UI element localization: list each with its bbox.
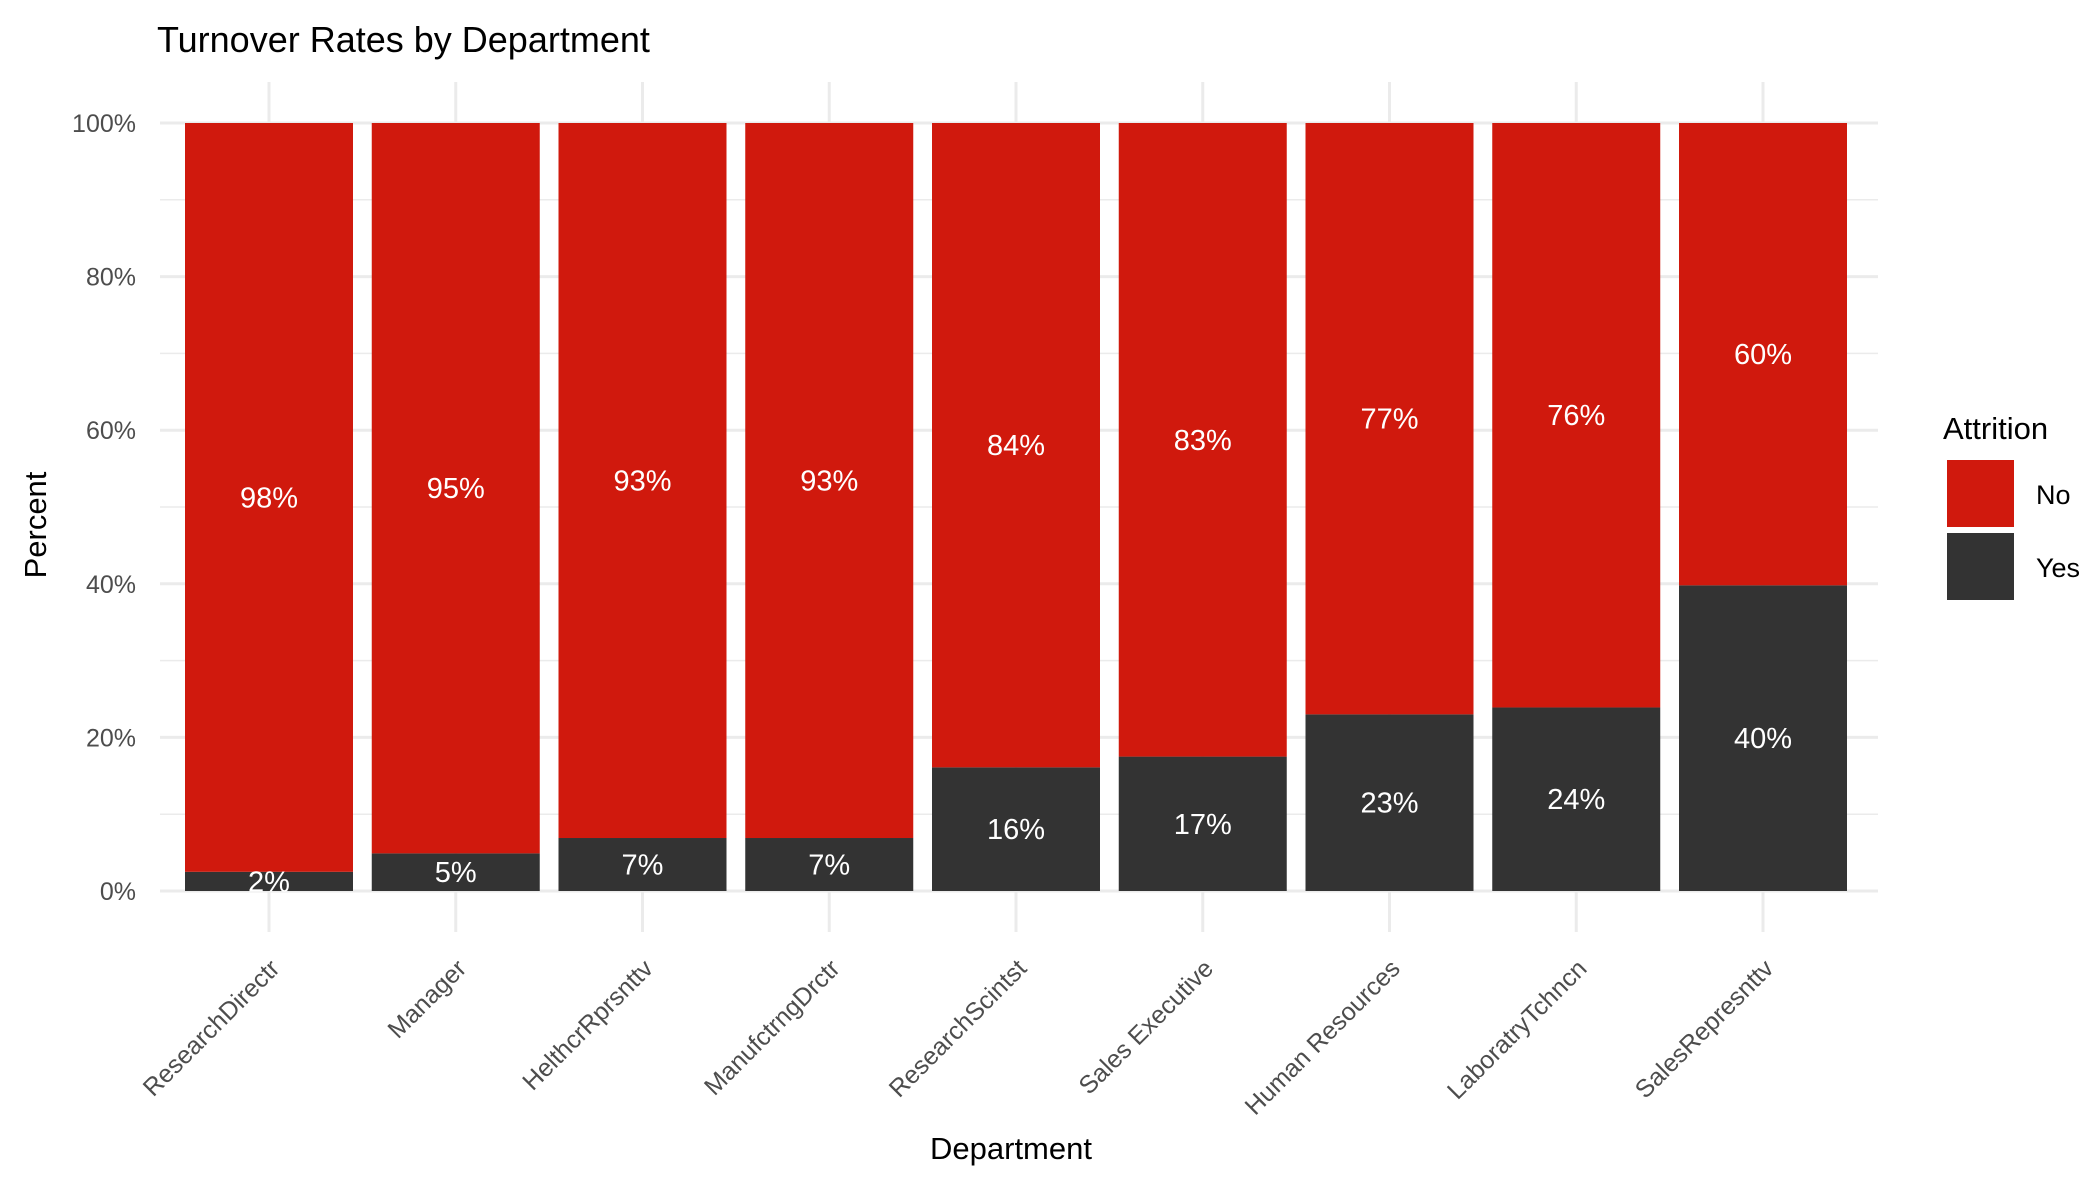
- bar-no-3: [745, 123, 914, 839]
- legend-label-no: No: [2036, 480, 2071, 510]
- x-tick-label: LaboratryTchncn: [1442, 954, 1592, 1104]
- bar-yes-1: [371, 853, 540, 891]
- bar-label-yes-0: 2%: [248, 866, 290, 898]
- bar-yes-6: [1305, 714, 1474, 891]
- bar-label-yes-6: 23%: [1360, 788, 1418, 820]
- bar-label-no-7: 76%: [1547, 400, 1605, 432]
- bar-label-yes-1: 5%: [435, 857, 477, 889]
- bar-label-no-1: 95%: [427, 473, 485, 505]
- x-tick-label: Human Resources: [1240, 954, 1406, 1120]
- bar-label-yes-5: 17%: [1174, 809, 1232, 841]
- y-tick-label: 80%: [86, 264, 136, 292]
- bar-yes-2: [558, 838, 727, 891]
- bar-label-yes-3: 7%: [808, 850, 850, 882]
- y-tick-label: 20%: [86, 724, 136, 752]
- bar-yes-5: [1118, 756, 1287, 891]
- bars: [185, 123, 1847, 891]
- bar-label-no-5: 83%: [1174, 425, 1232, 457]
- legend-key-yes: [1947, 533, 2014, 600]
- x-tick-label: SalesRepresnttv: [1630, 954, 1780, 1104]
- x-axis-title: Department: [930, 1131, 1092, 1166]
- bar-label-no-2: 93%: [613, 466, 671, 498]
- bar-label-no-3: 93%: [800, 466, 858, 498]
- y-tick-label: 40%: [86, 571, 136, 599]
- y-tick-label: 0%: [100, 878, 136, 906]
- bar-no-5: [1118, 123, 1287, 757]
- y-axis-title: Percent: [18, 471, 53, 578]
- bar-label-no-0: 98%: [240, 482, 298, 514]
- legend-title: Attrition: [1943, 411, 2048, 446]
- y-tick-label: 60%: [86, 417, 136, 445]
- y-axis-ticks: 0% 20% 40% 60% 80% 100%: [72, 110, 136, 906]
- bar-no-6: [1305, 123, 1474, 715]
- bar-no-2: [558, 123, 727, 839]
- bar-no-8: [1679, 123, 1847, 586]
- bar-yes-3: [745, 838, 914, 891]
- x-tick-label: ResearchScintst: [884, 954, 1033, 1103]
- bar-label-yes-4: 16%: [987, 814, 1045, 846]
- legend-key-no: [1947, 460, 2014, 527]
- bar-label-no-4: 84%: [987, 430, 1045, 462]
- legend-label-yes: Yes: [2036, 553, 2080, 583]
- bar-no-7: [1492, 123, 1661, 708]
- bar-yes-0: [185, 871, 353, 891]
- bar-yes-4: [932, 767, 1100, 891]
- bar-label-no-6: 77%: [1360, 404, 1418, 436]
- x-tick-label: ManufctrngDrctr: [699, 954, 846, 1101]
- x-axis-ticks: ResearchDirectr Manager HelthcrRprsnttv Man…: [138, 954, 1780, 1121]
- bar-label-yes-2: 7%: [622, 850, 664, 882]
- y-tick-label: 100%: [72, 110, 136, 138]
- x-tick-label: ResearchDirectr: [138, 954, 286, 1102]
- bar-labels: 2% 98% 5% 95% 7% 93% 7% 93% 16% 84% 17% 83% 23% 77% 24…: [240, 339, 1792, 898]
- legend: Attrition No Yes: [1943, 411, 2080, 600]
- x-tick-label: Sales Executive: [1073, 954, 1219, 1100]
- x-tick-label: Manager: [382, 954, 472, 1044]
- bar-yes-8: [1679, 585, 1847, 891]
- bar-no-1: [371, 123, 540, 854]
- bar-label-yes-7: 24%: [1547, 784, 1605, 816]
- bar-label-yes-8: 40%: [1734, 723, 1792, 755]
- x-tick-label: HelthcrRprsnttv: [517, 954, 659, 1096]
- bar-label-no-8: 60%: [1734, 339, 1792, 371]
- bar-yes-7: [1492, 707, 1661, 891]
- chart-title: Turnover Rates by Department: [157, 19, 650, 60]
- bar-no-4: [932, 123, 1100, 768]
- bar-no-0: [185, 123, 353, 872]
